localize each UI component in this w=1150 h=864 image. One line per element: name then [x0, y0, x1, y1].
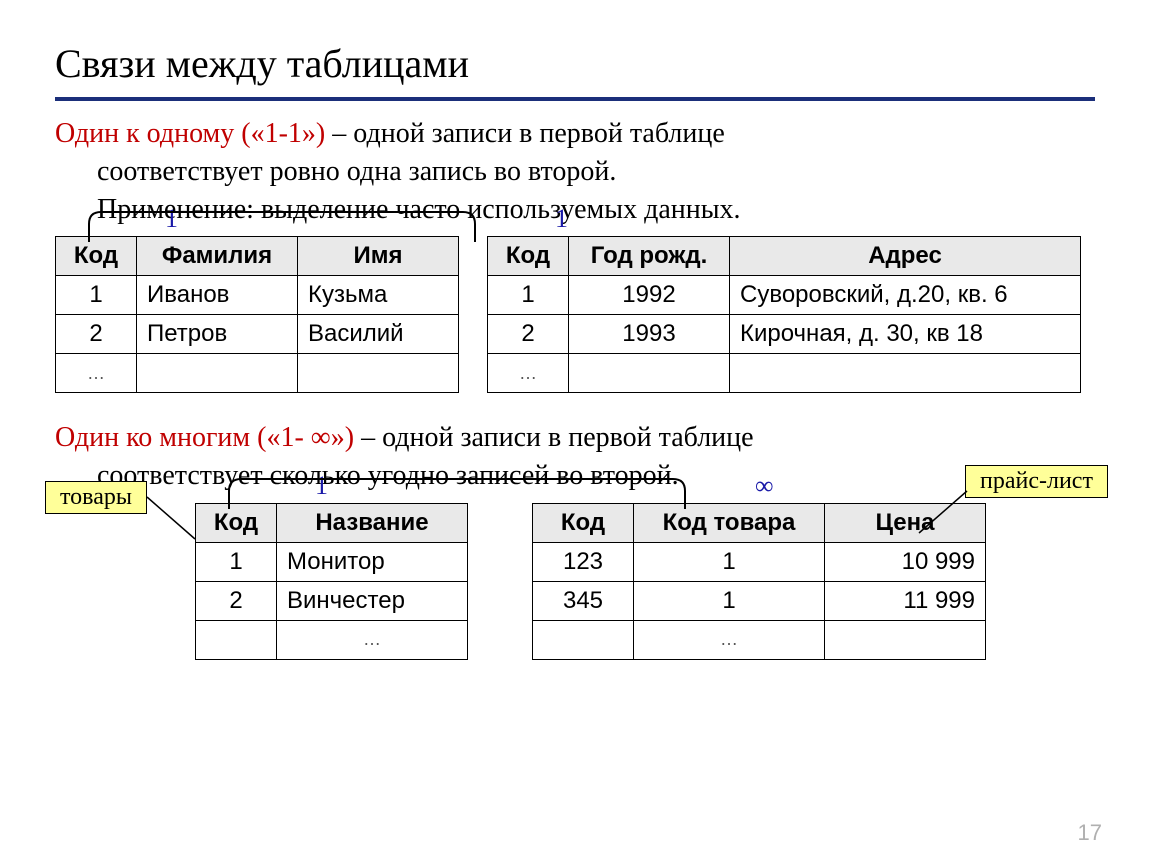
table-cell: 10 999	[825, 542, 986, 581]
table-cell: 1	[56, 276, 137, 315]
table-header: Название	[277, 503, 468, 542]
table-header: Код товара	[634, 503, 825, 542]
table-row: 21993Кирочная, д. 30, кв 18	[488, 315, 1081, 354]
table-cell: Суворовский, д.20, кв. 6	[730, 276, 1081, 315]
table-cell: Петров	[137, 315, 298, 354]
table-cell: Иванов	[137, 276, 298, 315]
cardinality-left-2: 1	[315, 471, 328, 501]
table-row-ellipsis: …	[533, 620, 986, 659]
page-title: Связи между таблицами	[55, 40, 1095, 87]
table-cell: 2	[56, 315, 137, 354]
table-goods: КодНазвание1Монитор2Винчестер …	[195, 503, 468, 660]
table-row-ellipsis: …	[488, 354, 1081, 393]
cardinality-right-1: 1	[555, 204, 568, 234]
table-header: Код	[488, 237, 569, 276]
relation-1toMany: 1 ∞ товары прайс-лист КодНазвание1Монито…	[195, 503, 1095, 660]
table-header: Код	[56, 237, 137, 276]
callout-goods: товары	[45, 481, 147, 514]
title-rule	[55, 97, 1095, 101]
table-row: 1ИвановКузьма	[56, 276, 459, 315]
table-cell: 2	[488, 315, 569, 354]
relation-1to1: 1 1 КодФамилияИмя1ИвановКузьма2ПетровВас…	[55, 236, 1095, 393]
table-cell: 1992	[569, 276, 730, 315]
table-pricelist: КодКод товараЦена123110 999345111 999 …	[532, 503, 986, 660]
table-row-ellipsis: …	[56, 354, 459, 393]
section2-rest: – одной записи в первой таблице	[354, 422, 753, 453]
table-cell: Кирочная, д. 30, кв 18	[730, 315, 1081, 354]
table-row: 123110 999	[533, 542, 986, 581]
table-cell: 1	[196, 542, 277, 581]
table-cell	[730, 354, 1081, 393]
table-cell: 11 999	[825, 581, 986, 620]
section2-text: Один ко многим («1- ∞») – одной записи в…	[55, 419, 1095, 495]
section1-lead: Один к одному («1-1»)	[55, 118, 325, 149]
table-row-ellipsis: …	[196, 620, 468, 659]
table-cell: …	[277, 620, 468, 659]
table-cell	[196, 620, 277, 659]
section2-line2: соответствует сколько угодно записей во …	[55, 457, 1095, 495]
table-cell: 123	[533, 542, 634, 581]
table-header: Цена	[825, 503, 986, 542]
table-cell	[533, 620, 634, 659]
table-cell: Монитор	[277, 542, 468, 581]
table-header: Фамилия	[137, 237, 298, 276]
table-row: 11992Суворовский, д.20, кв. 6	[488, 276, 1081, 315]
section1-rest: – одной записи в первой таблице	[325, 118, 724, 149]
table-row: 345111 999	[533, 581, 986, 620]
section1-line2: соответствует ровно одна запись во второ…	[55, 153, 1095, 191]
table-header: Адрес	[730, 237, 1081, 276]
table-cell: …	[56, 354, 137, 393]
section1-line3: Применение: выделение часто используемых…	[55, 191, 1095, 229]
cardinality-right-2: ∞	[755, 471, 774, 501]
table-cell: 1993	[569, 315, 730, 354]
table-cell: 345	[533, 581, 634, 620]
table-persons: КодФамилияИмя1ИвановКузьма2ПетровВасилий…	[55, 236, 459, 393]
cardinality-left-1: 1	[165, 204, 178, 234]
table-cell	[825, 620, 986, 659]
table-details: КодГод рожд.Адрес11992Суворовский, д.20,…	[487, 236, 1081, 393]
table-cell: 1	[488, 276, 569, 315]
section1-text: Один к одному («1-1») – одной записи в п…	[55, 115, 1095, 228]
page-number: 17	[1078, 820, 1102, 846]
table-header: Год рожд.	[569, 237, 730, 276]
table-cell	[569, 354, 730, 393]
slide: Связи между таблицами Один к одному («1-…	[0, 0, 1150, 864]
table-cell: 1	[634, 542, 825, 581]
table-cell: 2	[196, 581, 277, 620]
table-cell: Василий	[298, 315, 459, 354]
table-header: Код	[196, 503, 277, 542]
table-row: 1Монитор	[196, 542, 468, 581]
table-cell: 1	[634, 581, 825, 620]
table-row: 2Винчестер	[196, 581, 468, 620]
table-cell: Винчестер	[277, 581, 468, 620]
section2-lead: Один ко многим («1- ∞»)	[55, 422, 354, 453]
callout-pricelist: прайс-лист	[965, 465, 1108, 498]
table-row: 2ПетровВасилий	[56, 315, 459, 354]
table-cell: Кузьма	[298, 276, 459, 315]
table-header: Код	[533, 503, 634, 542]
table-cell: …	[634, 620, 825, 659]
table-cell	[137, 354, 298, 393]
table-header: Имя	[298, 237, 459, 276]
table-cell	[298, 354, 459, 393]
table-cell: …	[488, 354, 569, 393]
